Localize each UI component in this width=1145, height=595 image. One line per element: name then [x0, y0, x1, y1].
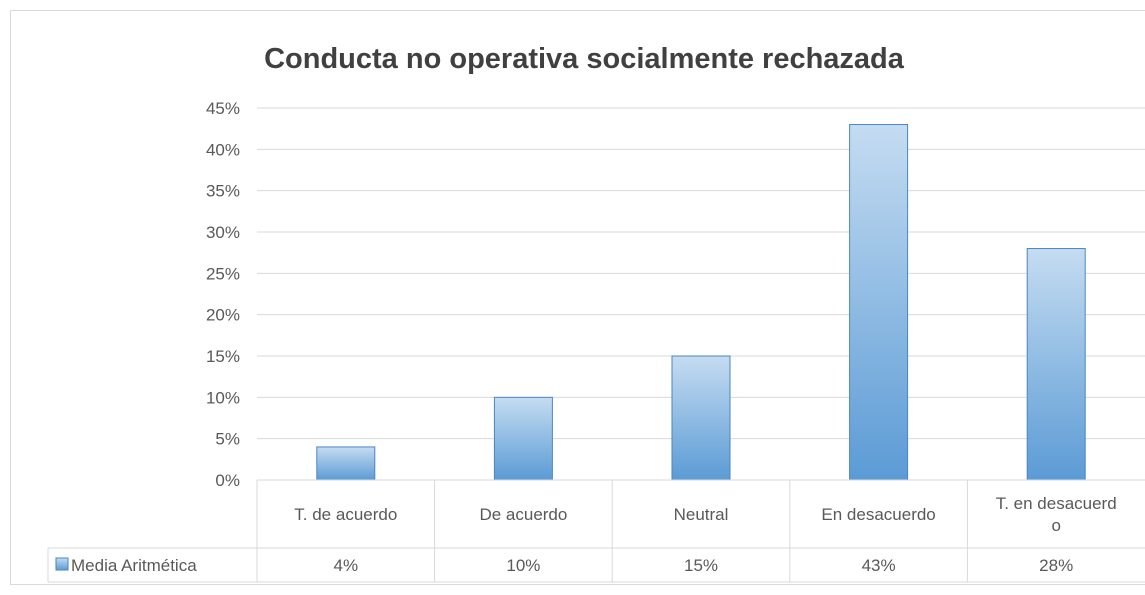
- legend-swatch: [55, 557, 69, 571]
- y-axis-ticks: 0% 5% 10% 15% 20% 25% 30% 35% 40% 45%: [206, 99, 240, 490]
- bar: [1026, 248, 1086, 481]
- category-label: Neutral: [674, 505, 729, 524]
- y-tick-label: 20%: [206, 306, 240, 325]
- value-label: 43%: [862, 556, 896, 575]
- y-tick-label: 25%: [206, 264, 240, 283]
- bar: [849, 124, 909, 481]
- y-tick-label: 35%: [206, 182, 240, 201]
- chart-frame: [10, 10, 1145, 585]
- y-tick-label: 15%: [206, 347, 240, 366]
- category-label: En desacuerdo: [821, 505, 935, 524]
- category-label: T. de acuerdo: [294, 505, 397, 524]
- value-label: 28%: [1039, 556, 1073, 575]
- y-tick-label: 45%: [206, 99, 240, 118]
- bar: [316, 446, 376, 481]
- y-tick-label: 5%: [215, 430, 240, 449]
- bar: [493, 396, 553, 481]
- value-label: 4%: [334, 556, 359, 575]
- category-label: o: [1051, 516, 1060, 535]
- category-label: De acuerdo: [479, 505, 567, 524]
- y-tick-label: 30%: [206, 223, 240, 242]
- y-tick-label: 10%: [206, 388, 240, 407]
- y-tick-label: 0%: [215, 471, 240, 490]
- category-label: T. en desacuerd: [996, 494, 1117, 513]
- bar: [671, 355, 731, 481]
- value-label: 15%: [684, 556, 718, 575]
- chart-title: Conducta no operativa socialmente rechaz…: [264, 43, 905, 75]
- legend-label: Media Aritmética: [71, 556, 197, 575]
- y-tick-label: 40%: [206, 140, 240, 159]
- bars: [316, 124, 1086, 481]
- value-label: 10%: [506, 556, 540, 575]
- data-table: T. de acuerdo De acuerdo Neutral En desacue…: [47, 479, 1145, 583]
